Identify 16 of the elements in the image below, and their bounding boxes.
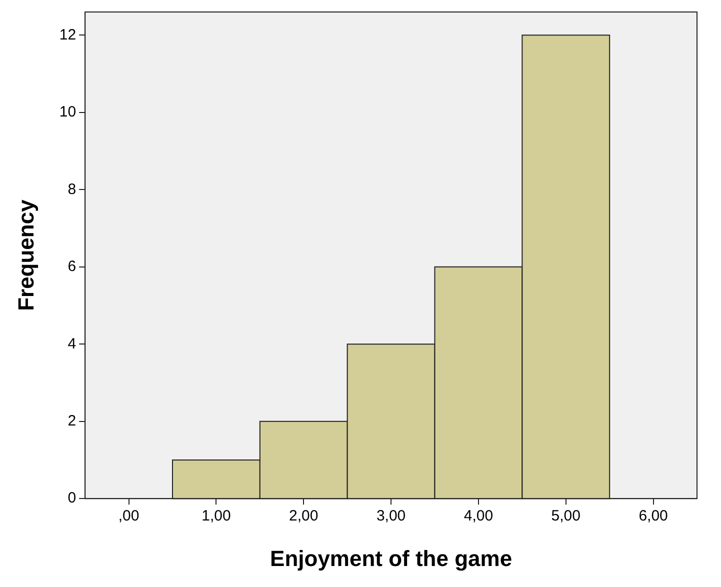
- y-tick-label: 8: [68, 180, 76, 198]
- y-tick-label: 10: [59, 104, 76, 121]
- x-tick-label: 5,00: [551, 508, 580, 525]
- x-axis-title: Enjoyment of the game: [270, 546, 512, 571]
- y-tick-label: 6: [68, 258, 76, 276]
- y-tick-label: 0: [68, 490, 76, 507]
- y-tick-label: 12: [59, 26, 76, 44]
- y-tick-label: 2: [68, 412, 76, 430]
- x-tick-label: 1,00: [202, 508, 231, 525]
- x-tick-label: 2,00: [289, 508, 318, 525]
- y-axis-title: Frequency: [13, 198, 38, 311]
- y-tick-label: 4: [68, 335, 76, 352]
- x-tick-label: 3,00: [376, 508, 406, 525]
- x-tick-label: ,00: [118, 508, 140, 525]
- x-tick-label: 4,00: [464, 508, 494, 525]
- x-tick-label: 6,00: [638, 508, 668, 525]
